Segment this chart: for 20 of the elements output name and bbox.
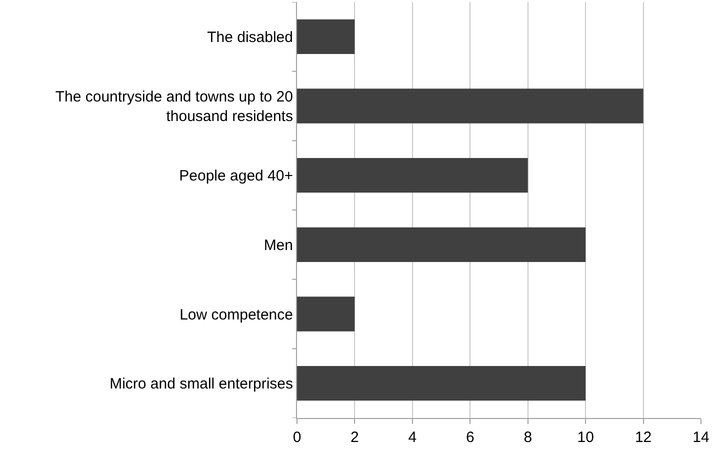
- y-tick-label: The countryside and towns up to 20 thousand residents: [55, 88, 293, 125]
- y-tick-label: Low competence: [180, 306, 293, 324]
- bar: [297, 88, 644, 124]
- y-tick-label: The disabled: [207, 28, 293, 46]
- bar: [297, 158, 528, 193]
- bar: [297, 227, 586, 262]
- x-tick-label: 12: [634, 429, 652, 446]
- x-tick-label: 2: [350, 429, 359, 446]
- y-tick-label: Micro and small enterprises: [110, 376, 293, 393]
- x-tick-label: 0: [292, 429, 302, 446]
- x-tick-label: 10: [577, 429, 594, 446]
- bar: [297, 366, 586, 401]
- y-tick-label: People aged 40+: [179, 168, 294, 185]
- bar: [297, 296, 355, 332]
- x-tick-label: 14: [692, 429, 710, 446]
- x-tick-label: 8: [524, 429, 532, 446]
- x-tick-label: 6: [466, 429, 474, 446]
- bar: [297, 19, 355, 54]
- y-tick-label: Men: [264, 236, 293, 254]
- x-tick-label: 4: [408, 429, 417, 446]
